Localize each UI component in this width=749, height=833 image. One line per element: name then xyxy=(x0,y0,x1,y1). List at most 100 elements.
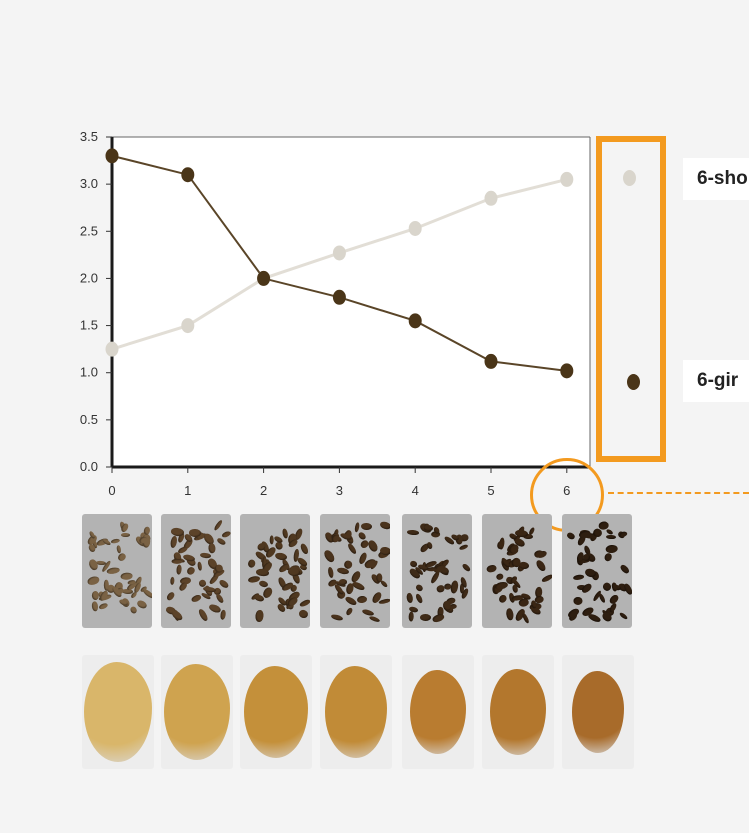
bean-grain xyxy=(136,599,149,611)
bean-grain xyxy=(255,609,265,622)
bean-grain xyxy=(220,530,231,539)
bean-grain xyxy=(208,602,222,614)
legend-item-dark: 6-gir xyxy=(683,360,749,402)
whole-bean-photo xyxy=(82,514,152,628)
data-point-dark xyxy=(181,167,195,183)
bean-grain xyxy=(420,613,432,621)
powder-pile xyxy=(244,666,308,758)
legend-label-light: 6-sho xyxy=(697,168,748,189)
bean-grain xyxy=(605,544,619,554)
bean-grain xyxy=(449,580,460,594)
bean-grain xyxy=(197,608,209,623)
bean-grain xyxy=(579,582,594,595)
bean-grain xyxy=(605,534,616,540)
y-tick-label: 0.5 xyxy=(80,412,98,427)
bean-grain xyxy=(610,582,618,592)
bean-grain xyxy=(218,578,231,590)
bean-grain xyxy=(142,587,152,600)
y-tick-label: 2.0 xyxy=(80,270,98,285)
bean-grain xyxy=(619,611,629,621)
bean-grain xyxy=(363,558,378,570)
powder-photo xyxy=(320,655,392,769)
bean-grain xyxy=(506,607,515,621)
bean-grain xyxy=(534,594,545,604)
bean-grain xyxy=(90,600,99,612)
bean-grain xyxy=(128,605,138,615)
bean-grain xyxy=(495,572,505,581)
data-point-dark xyxy=(332,289,346,305)
legend-label-dark: 6-gir xyxy=(697,370,739,391)
bean-grain xyxy=(338,578,347,585)
bean-grain xyxy=(219,609,227,620)
bean-grain xyxy=(540,573,552,584)
y-tick-label: 1.5 xyxy=(80,318,98,333)
data-point-light xyxy=(408,220,422,236)
data-point-light xyxy=(484,190,498,206)
powder-pile xyxy=(325,666,387,758)
bean-grain xyxy=(619,563,631,574)
bean-grain xyxy=(603,552,614,563)
powder-pile xyxy=(84,662,152,762)
x-tick-label: 3 xyxy=(336,483,343,498)
bean-grain xyxy=(534,558,547,573)
bean-grain xyxy=(572,573,585,581)
legend-marker-light xyxy=(623,170,636,186)
bean-grain xyxy=(215,592,226,604)
bean-grain xyxy=(486,563,498,573)
bean-grain xyxy=(414,593,424,605)
chart-axes xyxy=(110,136,591,469)
bean-grain xyxy=(212,518,224,532)
bean-grain xyxy=(326,566,334,579)
bean-grain xyxy=(566,606,581,619)
powder-pile xyxy=(572,671,624,753)
bean-grain xyxy=(331,613,345,622)
bean-grain xyxy=(196,561,203,572)
bean-grain xyxy=(406,592,414,603)
legend-highlight-box xyxy=(596,136,666,462)
bean-grain xyxy=(116,545,122,554)
bean-grain xyxy=(247,558,256,568)
bean-grain xyxy=(120,572,133,580)
bean-grain xyxy=(368,615,380,624)
bean-grain xyxy=(87,557,100,572)
bean-grain xyxy=(116,551,128,563)
powder-photo xyxy=(402,655,474,769)
bean-grain xyxy=(379,520,390,531)
bean-grain xyxy=(170,577,176,586)
legend-item-light: 6-sho xyxy=(683,158,749,200)
bean-grain xyxy=(366,538,380,554)
data-point-dark xyxy=(257,270,271,286)
bean-grain xyxy=(216,536,227,545)
data-point-dark xyxy=(484,353,498,369)
bean-grain xyxy=(356,595,368,604)
y-tick-label: 1.0 xyxy=(80,365,98,380)
x-tick-label: 0 xyxy=(108,483,115,498)
bean-grain xyxy=(169,535,178,548)
whole-bean-photo xyxy=(482,514,552,628)
bean-grain xyxy=(297,608,309,620)
bean-grain xyxy=(322,548,337,564)
bean-grain xyxy=(299,542,310,556)
bean-grain xyxy=(85,575,100,587)
data-point-dark xyxy=(560,363,574,379)
bean-grain xyxy=(461,562,472,572)
bean-grain xyxy=(587,612,602,624)
whole-bean-photo xyxy=(240,514,310,628)
y-tick-label: 0.0 xyxy=(80,459,98,474)
x-tick-label: 2 xyxy=(260,483,267,498)
bean-grain xyxy=(106,567,120,576)
bean-grain xyxy=(171,559,183,565)
legend-marker-dark xyxy=(627,374,640,390)
bean-grain xyxy=(143,525,151,535)
bean-grain xyxy=(408,611,415,622)
data-point-light xyxy=(105,341,119,357)
bean-grain xyxy=(353,521,360,533)
bean-grain xyxy=(361,608,374,617)
bean-grain xyxy=(176,563,183,575)
bean-grain xyxy=(185,565,197,577)
highlight-dashed-connector xyxy=(608,492,749,494)
x-tick-label: 4 xyxy=(412,483,419,498)
bean-grain xyxy=(622,582,632,597)
